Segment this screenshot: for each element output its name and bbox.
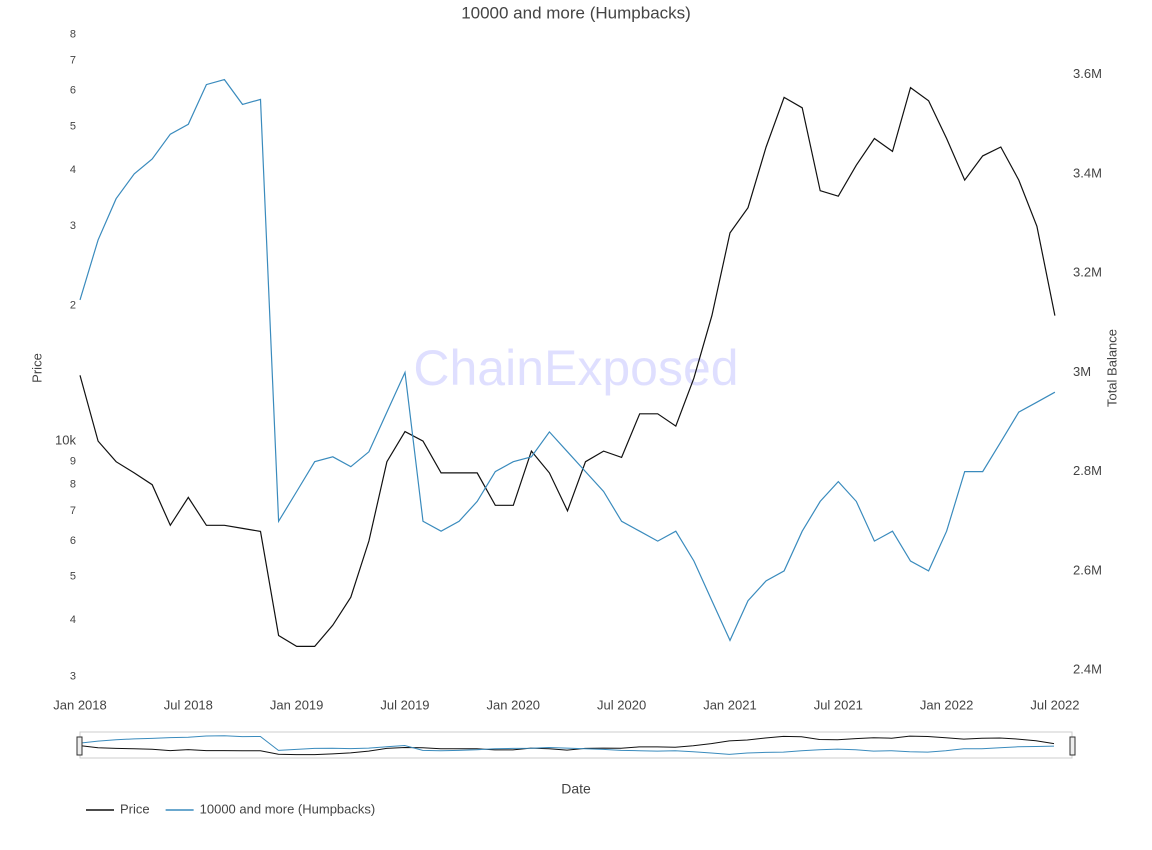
x-tick-label: Jul 2019 [380,697,429,712]
x-tick-label: Jul 2022 [1030,697,1079,712]
x-tick-label: Jan 2022 [920,697,974,712]
legend-label[interactable]: 10000 and more (Humpbacks) [200,801,376,816]
x-tick-label: Jan 2020 [487,697,541,712]
legend-label[interactable]: Price [120,801,150,816]
y2-tick-label: 3.4M [1073,165,1102,180]
series-line [79,78,1056,642]
x-tick-label: Jul 2018 [164,697,213,712]
y-tick-label: 3 [70,670,76,682]
x-tick-label: Jan 2018 [53,697,107,712]
slider-handle[interactable] [1069,736,1076,756]
y2-tick-label: 2.4M [1073,662,1102,677]
x-tick-label: Jul 2021 [814,697,863,712]
y-tick-label: 3 [70,220,76,232]
y-tick-label: 8 [70,479,76,491]
slider-line [79,735,1055,755]
y-tick-label: 2 [70,299,76,311]
y-tick-label: 7 [70,505,76,517]
y-tick-label: 9 [70,456,76,468]
chart-title: 10000 and more (Humpbacks) [461,3,691,22]
y-tick-label: 10k [55,433,76,448]
y-tick-label: 6 [70,535,76,547]
series-line [79,86,1056,647]
y2-tick-label: 3.6M [1073,66,1102,81]
slider-line [79,735,1055,756]
slider-handle[interactable] [76,736,83,756]
x-tick-label: Jul 2020 [597,697,646,712]
y-axis-title: Price [29,353,44,383]
x-axis-title: Date [561,781,591,797]
x-tick-label: Jan 2019 [270,697,324,712]
y-tick-label: 5 [70,571,76,583]
x-tick-label: Jan 2021 [703,697,757,712]
y2-tick-label: 2.8M [1073,463,1102,478]
y2-tick-label: 3M [1073,364,1091,379]
y-tick-label: 4 [70,164,76,176]
y-tick-label: 4 [70,614,76,626]
y-tick-label: 5 [70,120,76,132]
y2-axis-title: Total Balance [1104,329,1119,407]
y-tick-label: 7 [70,55,76,67]
y-tick-label: 8 [70,28,76,40]
y-tick-label: 6 [70,85,76,97]
y2-tick-label: 2.6M [1073,562,1102,577]
y2-tick-label: 3.2M [1073,265,1102,280]
watermark: ChainExposed [413,340,738,396]
